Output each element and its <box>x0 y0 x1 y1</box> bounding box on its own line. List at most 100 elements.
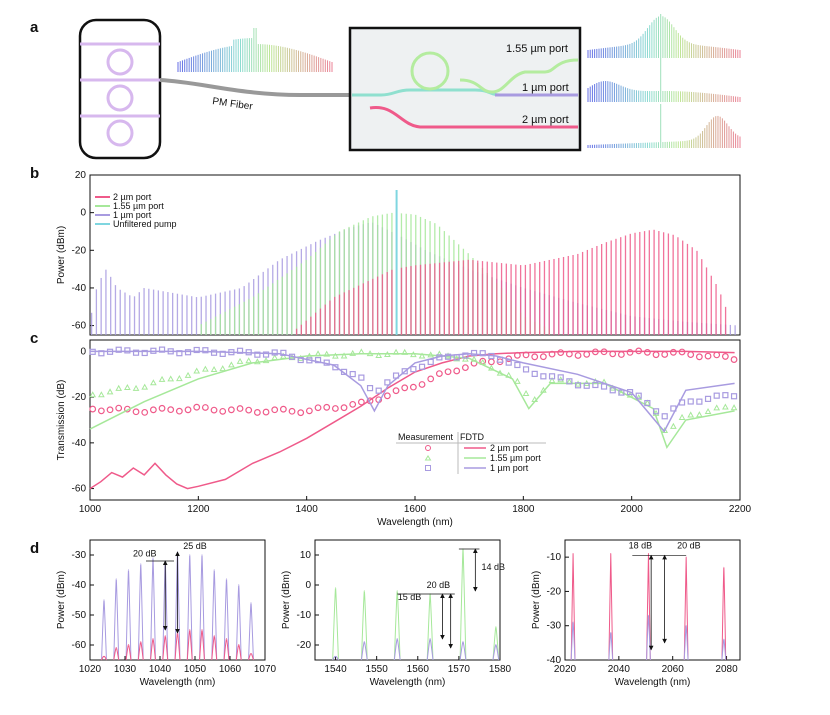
arrow-head <box>440 593 445 599</box>
meas-marker <box>531 353 539 361</box>
meas-marker <box>349 400 357 408</box>
meas-marker <box>548 377 556 384</box>
meas-marker <box>444 353 452 360</box>
x-tick-label: 1020 <box>79 664 102 675</box>
x-axis-label: Wavelength (nm) <box>140 677 216 688</box>
x-tick-label: 1060 <box>219 664 242 675</box>
meas-marker <box>626 388 634 396</box>
arrow-head <box>473 586 478 592</box>
meas-marker <box>435 370 443 378</box>
meas-marker <box>461 364 469 372</box>
y-tick-label: -30 <box>72 550 87 561</box>
meas-marker <box>548 350 556 358</box>
meas-marker <box>167 375 175 382</box>
meas-marker <box>314 357 322 364</box>
meas-marker <box>340 352 348 359</box>
meas-marker <box>436 354 443 361</box>
meas-marker <box>219 407 227 415</box>
meas-marker <box>661 413 668 420</box>
peak-1mport <box>332 655 339 661</box>
peak-2mport <box>683 556 689 661</box>
meas-marker <box>323 350 331 357</box>
meas-marker <box>487 358 495 366</box>
port-label-1000: 1 µm port <box>522 82 569 94</box>
y-tick-label: -60 <box>72 321 87 332</box>
meas-marker <box>444 368 452 376</box>
annotation-label: 18 dB <box>629 541 653 551</box>
peak-1mport <box>113 578 120 661</box>
legend-label: Unfiltered pump <box>113 219 177 229</box>
peak-2mport <box>113 647 120 661</box>
meas-marker <box>254 351 261 358</box>
peak-155mport <box>721 638 727 661</box>
meas-marker <box>158 404 166 412</box>
meas-marker <box>522 366 530 373</box>
legend-label: 2 µm port <box>490 443 529 453</box>
meas-marker <box>314 350 322 357</box>
meas-marker <box>540 373 547 380</box>
meas-marker <box>488 352 495 360</box>
legend-marker <box>425 465 431 471</box>
meas-marker <box>600 383 608 390</box>
output-spectrum-2000 <box>587 104 741 148</box>
meas-marker <box>115 384 123 391</box>
arrow-head <box>648 645 654 651</box>
meas-marker <box>418 381 426 388</box>
meas-marker <box>730 356 738 363</box>
meas-marker <box>271 354 279 361</box>
meas-marker <box>297 409 305 417</box>
meas-marker <box>124 347 131 354</box>
x-tick-label: 1580 <box>489 664 512 675</box>
legend-label: 1 µm port <box>490 463 529 473</box>
meas-marker <box>280 352 287 359</box>
meas-marker <box>115 346 122 353</box>
meas-marker <box>271 406 279 414</box>
meas-marker <box>514 377 521 384</box>
x-tick-label: 1050 <box>184 664 207 675</box>
annotation-label: 25 dB <box>183 541 207 551</box>
x-tick-label: 1560 <box>407 664 430 675</box>
meas-marker <box>340 368 348 375</box>
meas-marker <box>262 357 270 364</box>
meas-marker <box>583 350 591 358</box>
meas-marker <box>696 411 703 418</box>
meas-marker <box>132 384 140 391</box>
meas-marker <box>279 405 287 413</box>
peak-2mport <box>223 638 230 661</box>
peak-1mport <box>125 569 132 661</box>
meas-marker <box>184 371 192 378</box>
meas-marker <box>392 348 400 355</box>
meas-marker <box>323 359 330 366</box>
meas-marker <box>514 361 521 369</box>
meas-marker <box>410 366 417 373</box>
meas-marker <box>661 351 669 358</box>
meas-marker <box>245 357 253 364</box>
peak-2mport <box>137 641 144 661</box>
meas-marker <box>505 359 512 366</box>
y-axis-label: Transmission (dB) <box>56 380 67 461</box>
meas-marker <box>496 356 504 363</box>
meas-marker <box>106 388 114 395</box>
meas-marker <box>401 348 409 355</box>
x-tick-label: 2020 <box>554 664 577 675</box>
meas-marker <box>574 382 582 389</box>
meas-marker <box>89 391 97 398</box>
meas-marker <box>375 351 383 358</box>
meas-marker <box>236 405 244 412</box>
meas-marker <box>167 348 174 355</box>
meas-marker <box>644 399 651 407</box>
meas-marker <box>574 352 582 359</box>
peak-155mport <box>570 621 576 661</box>
meas-marker <box>704 395 712 402</box>
x-tick-label: 1400 <box>296 504 319 515</box>
peak-155mport <box>360 590 368 661</box>
x-tick-label: 1030 <box>114 664 137 675</box>
meas-marker <box>106 348 114 355</box>
meas-marker <box>540 386 547 393</box>
meas-marker <box>678 399 686 406</box>
meas-marker <box>358 374 365 381</box>
y-tick-label: -40 <box>72 438 87 449</box>
schematic-panel-a: PM Fiber 1.55 µm port 1 µm port 2 µm por… <box>78 14 741 160</box>
meas-marker <box>410 351 417 358</box>
